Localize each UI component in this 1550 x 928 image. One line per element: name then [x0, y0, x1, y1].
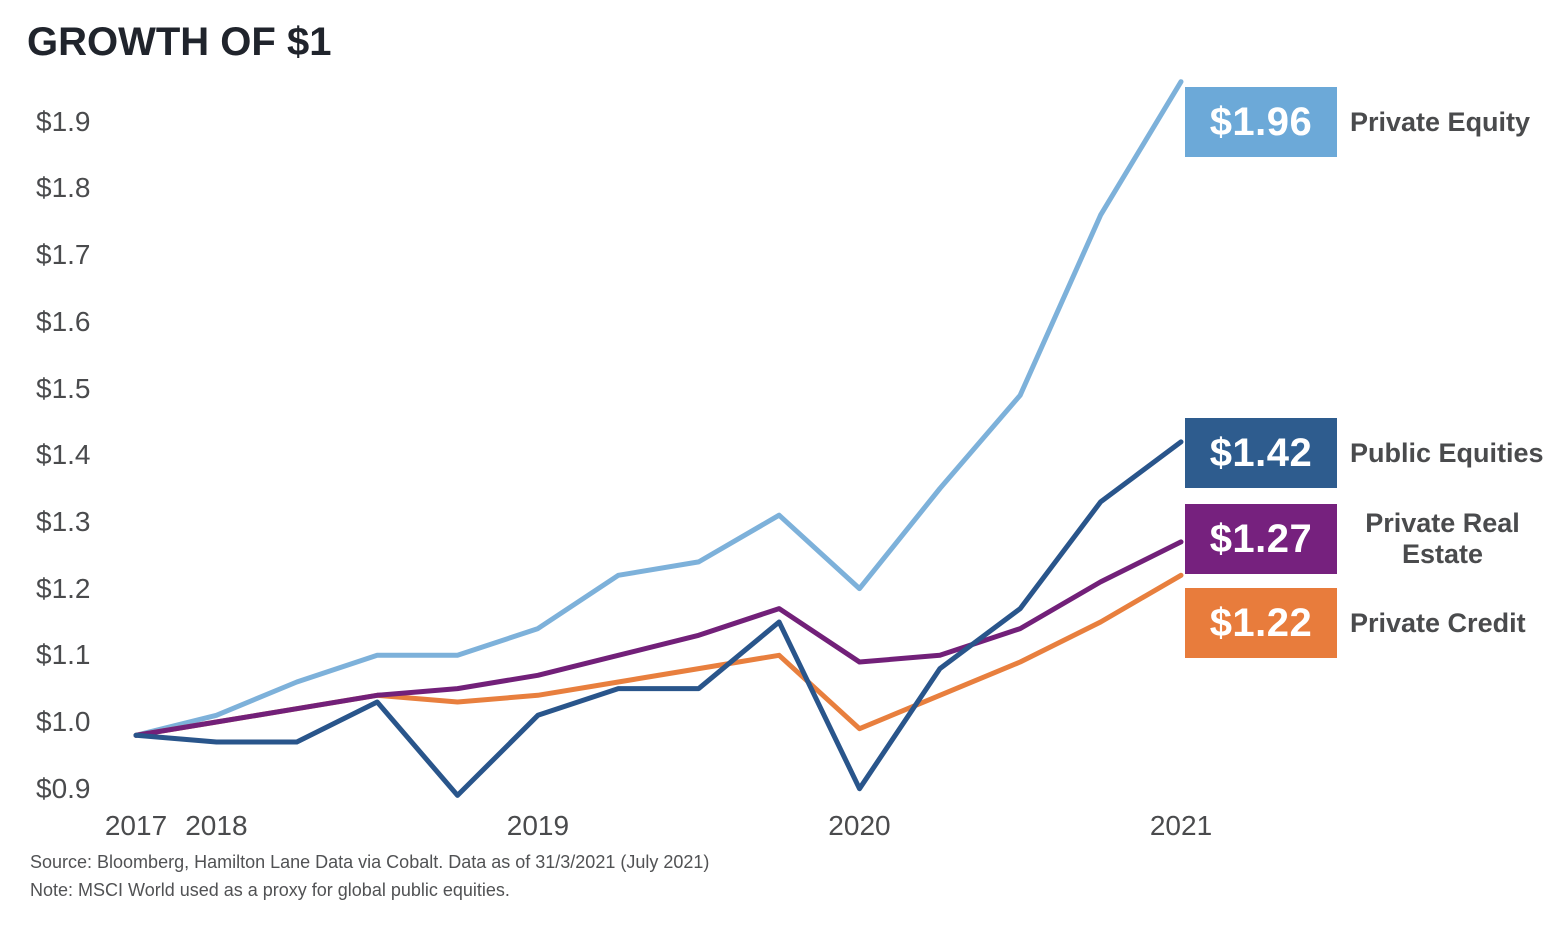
y-axis-tick-label: $1.7: [36, 239, 91, 271]
y-axis-tick-label: $1.3: [36, 505, 91, 537]
final-value-label: $1.42: [1209, 430, 1313, 475]
series-line-private-real-estate: [133, 539, 1184, 738]
final-value-label: $1.96: [1209, 99, 1313, 144]
y-axis-tick-label: $1.2: [36, 572, 91, 604]
y-axis-tick-label: $1.4: [36, 439, 91, 471]
series-name-private-credit: Private Credit: [1350, 588, 1535, 658]
series-name-line: Private Equity: [1350, 106, 1531, 137]
source-note: Source: Bloomberg, Hamilton Lane Data vi…: [30, 852, 710, 872]
value-badge-public-equities: $1.42: [1185, 418, 1337, 488]
value-badge-private-real-estate: $1.27: [1185, 504, 1337, 574]
y-axis-tick-label: $1.6: [36, 305, 91, 337]
series-name-line: Public Equities: [1350, 437, 1544, 468]
value-badge-private-equity: $1.96: [1185, 87, 1337, 157]
series-line-private-equity: [133, 79, 1184, 738]
footer: Source: Bloomberg, Hamilton Lane Data vi…: [30, 848, 709, 904]
methodology-note: Note: MSCI World used as a proxy for glo…: [30, 880, 510, 900]
value-badge-private-credit: $1.22: [1185, 588, 1337, 658]
x-axis-tick-label: 2018: [185, 810, 248, 841]
y-axis-tick-label: $0.9: [36, 772, 91, 804]
y-axis-tick-label: $1.1: [36, 639, 91, 671]
x-axis-tick-label: 2021: [1149, 810, 1213, 841]
x-axis-tick-label: 2019: [506, 810, 570, 841]
final-value-label: $1.22: [1209, 600, 1313, 645]
series-name-line: Private Credit: [1350, 607, 1526, 638]
y-axis-tick-label: $1.8: [36, 172, 91, 204]
y-axis-tick-label: $1.0: [36, 706, 91, 737]
y-axis-tick-label: $1.9: [36, 105, 91, 137]
series-name-line: Private Real: [1365, 508, 1520, 538]
series-line-public-equities: [133, 439, 1184, 798]
y-axis-tick-label: $1.5: [36, 372, 91, 404]
series-name-line: Estate: [1401, 539, 1484, 569]
page-title: GROWTH OF $1: [27, 20, 332, 64]
x-axis-tick-label: 2017: [104, 810, 168, 841]
x-axis-tick-label: 2020: [828, 810, 891, 841]
series-name-private-real-estate: Private Real Estate: [1350, 504, 1535, 574]
series-name-private-equity: Private Equity: [1350, 87, 1535, 157]
series-name-public-equities: Public Equities: [1350, 418, 1544, 488]
final-value-label: $1.27: [1209, 516, 1313, 561]
